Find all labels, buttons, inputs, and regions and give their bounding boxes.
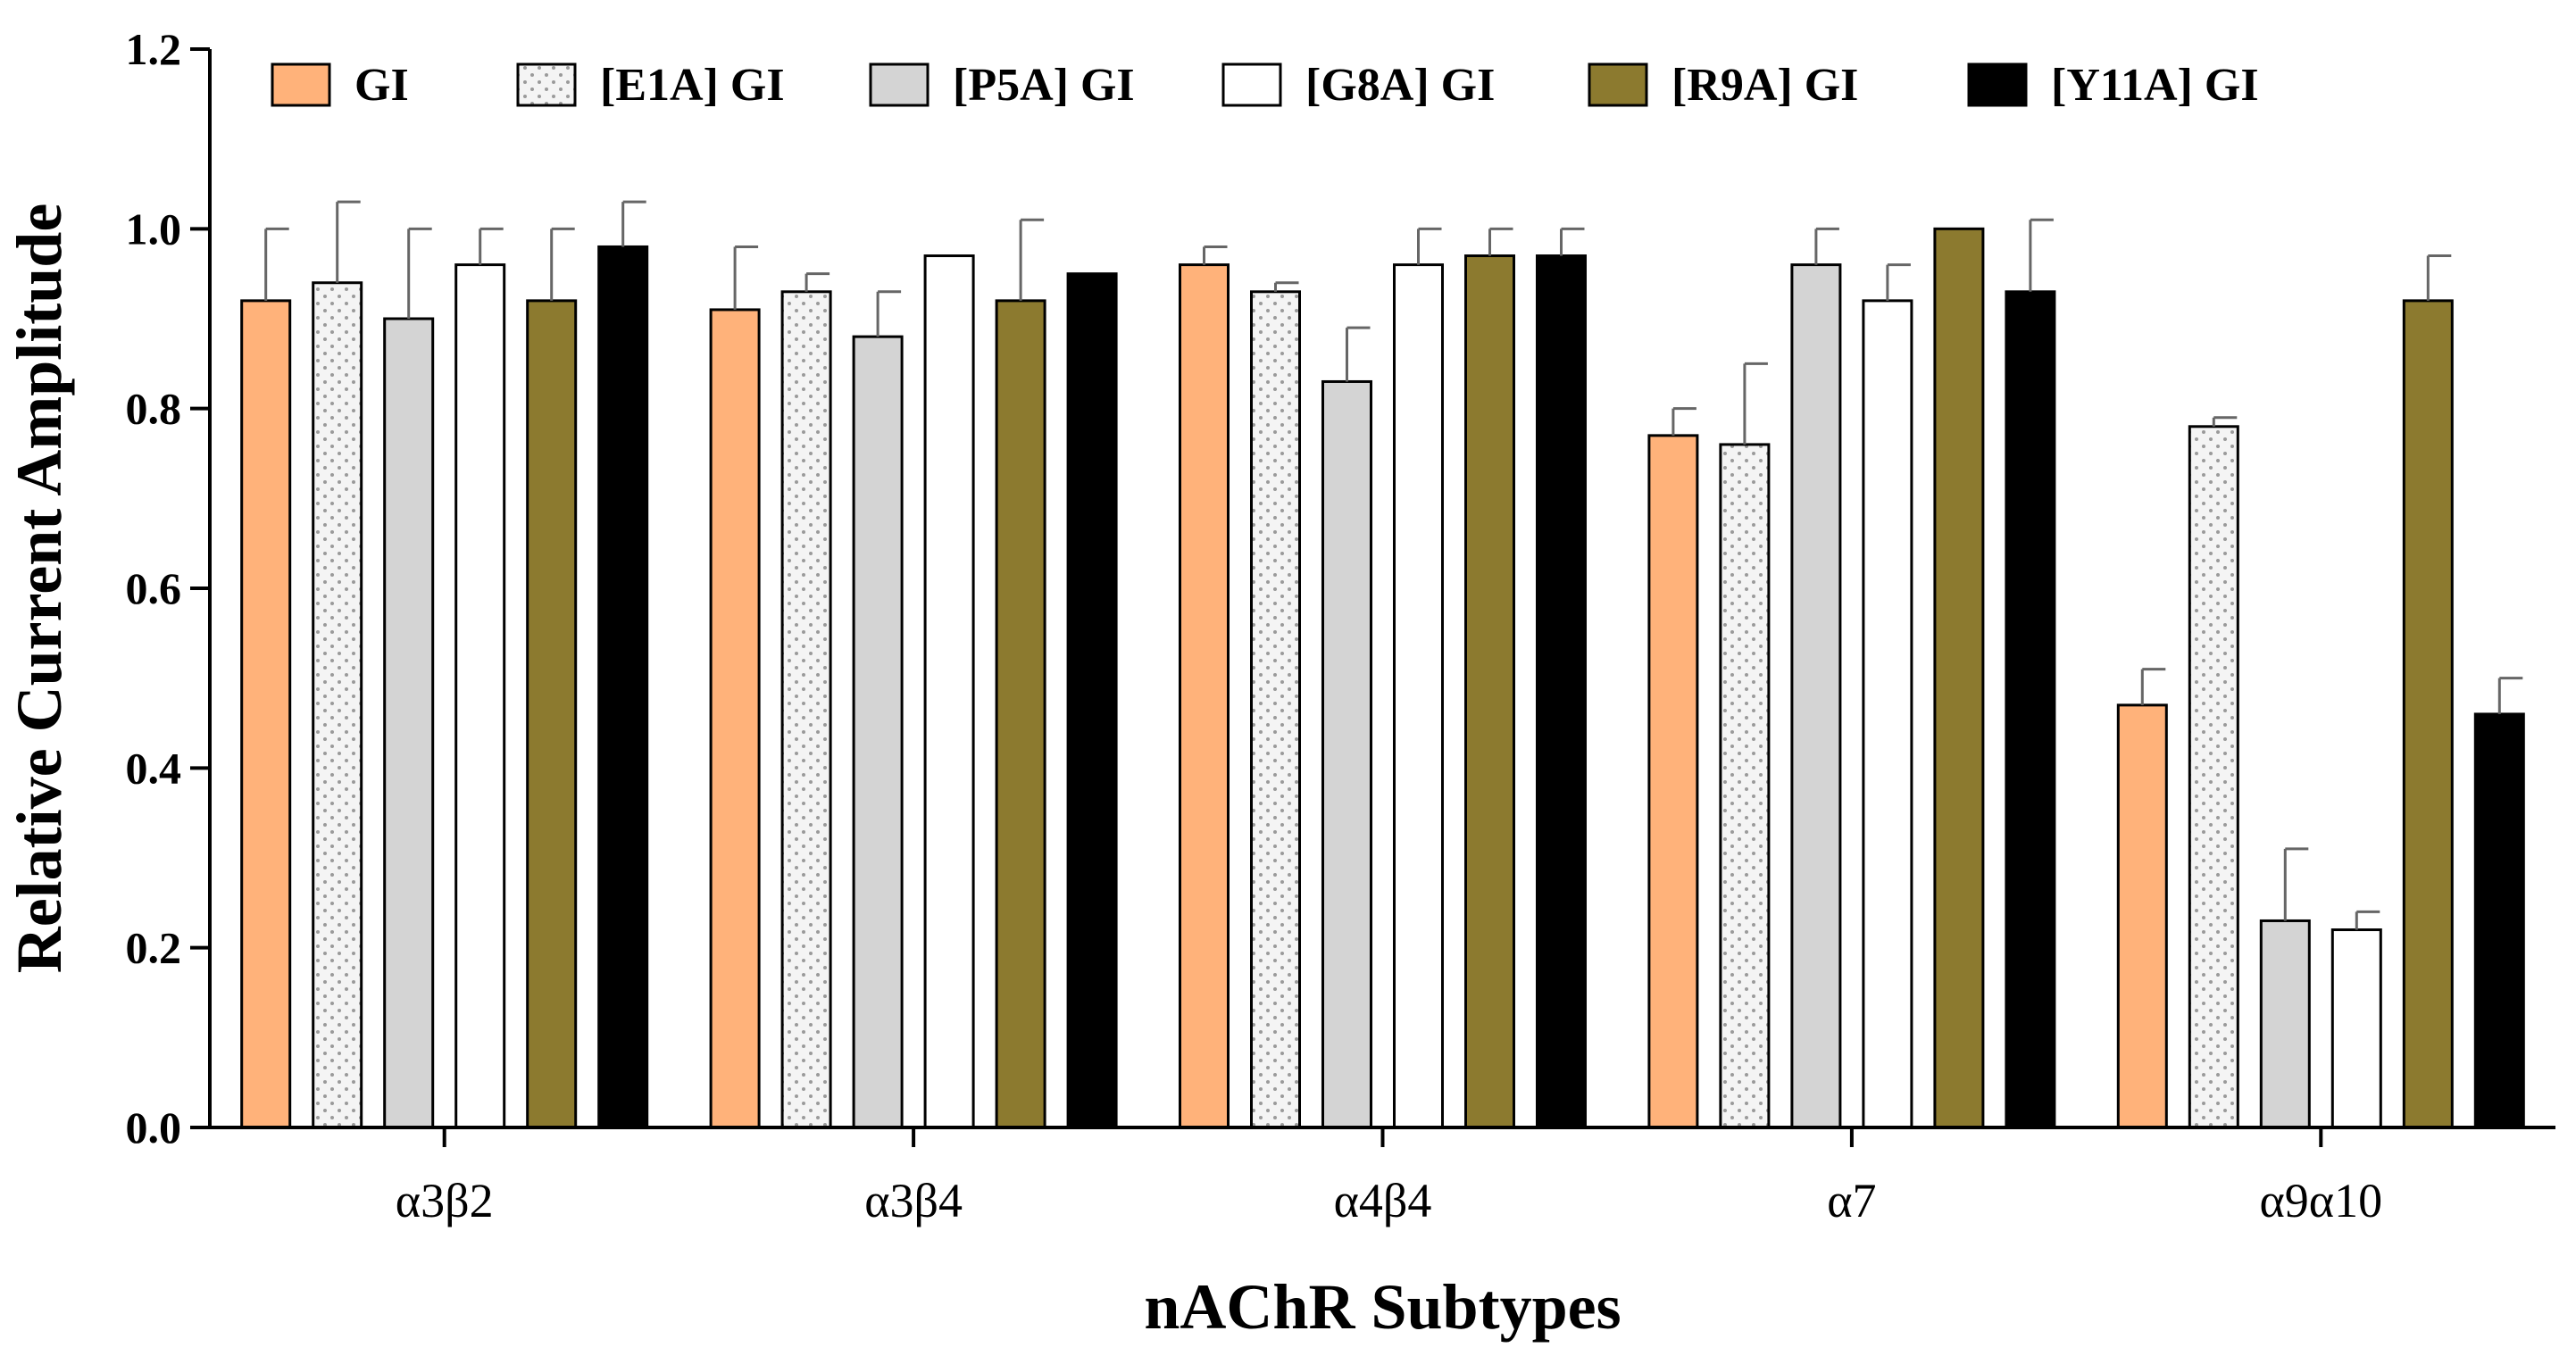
y-tick-label: 0.8 — [126, 384, 182, 434]
bar — [1790, 263, 1842, 1129]
y-tick-label: 0.4 — [126, 743, 182, 793]
bar — [1719, 443, 1771, 1129]
legend-swatch — [1588, 62, 1648, 107]
error-bar — [550, 227, 575, 301]
bar — [1250, 290, 1301, 1129]
bar — [1464, 254, 1515, 1129]
error-bar-group — [264, 200, 2523, 930]
bar — [1321, 379, 1372, 1129]
y-tick-label: 0.0 — [126, 1102, 182, 1152]
error-bar — [1743, 362, 1768, 445]
x-tick-label: α7 — [1827, 1174, 1876, 1227]
error-bar — [264, 227, 289, 301]
legend-label: [R9A] GI — [1671, 60, 1858, 111]
error-bar — [2283, 847, 2309, 921]
x-tick-label: α9α10 — [2260, 1174, 2383, 1227]
bar — [383, 317, 435, 1129]
bar — [780, 290, 832, 1129]
error-bar — [621, 200, 646, 247]
bar — [1393, 263, 1444, 1129]
bar — [526, 299, 578, 1129]
error-bar — [1488, 227, 1513, 256]
bar — [2330, 928, 2382, 1129]
error-bar — [1274, 281, 1299, 292]
bar — [709, 308, 761, 1129]
bar-group — [240, 227, 2525, 1129]
bar — [2259, 919, 2311, 1129]
bar — [852, 335, 904, 1129]
bar — [1933, 227, 1985, 1129]
bar — [597, 245, 649, 1129]
error-bar — [1346, 326, 1371, 382]
error-bar — [1814, 227, 1839, 265]
legend-label: [P5A] GI — [953, 60, 1135, 111]
error-bar — [1886, 263, 1911, 301]
error-bar — [2426, 254, 2452, 301]
y-ticks: 0.0 0.2 0.4 0.6 0.8 1.0 1.2 — [126, 24, 210, 1152]
bar — [2188, 425, 2239, 1129]
x-tick-label: α3β4 — [864, 1174, 963, 1227]
bar — [2402, 299, 2454, 1129]
error-bar — [1019, 218, 1045, 301]
error-bar — [2029, 218, 2054, 292]
bar — [2116, 703, 2168, 1129]
bar — [1179, 263, 1230, 1129]
error-bar — [1417, 227, 1442, 265]
legend-swatch — [271, 62, 331, 107]
error-bar — [876, 290, 902, 337]
error-bar — [733, 245, 759, 310]
bar — [454, 263, 506, 1129]
legend-label: [E1A] GI — [600, 60, 785, 111]
legend-swatch — [1967, 62, 2028, 107]
legend-label: [G8A] GI — [1305, 60, 1495, 111]
y-tick-label: 0.2 — [126, 923, 182, 973]
error-bar — [2497, 677, 2523, 714]
bar — [1862, 299, 1913, 1129]
error-bar — [407, 227, 432, 319]
x-tick-label: α4β4 — [1334, 1174, 1432, 1227]
bar — [1536, 254, 1587, 1129]
error-bar — [479, 227, 504, 265]
y-tick-label: 0.6 — [126, 563, 182, 613]
error-bar — [804, 272, 830, 292]
legend-label: [Y11A] GI — [2051, 60, 2259, 111]
legend-swatch — [1221, 62, 1282, 107]
bar — [923, 254, 975, 1129]
x-ticks: α3β2 α3β4 α4β4 α7 α9α10 — [396, 1127, 2382, 1227]
legend-label: GI — [354, 60, 409, 111]
error-bar — [336, 200, 361, 283]
x-tick-label: α3β2 — [396, 1174, 494, 1227]
legend-swatch — [869, 62, 930, 107]
bar — [995, 299, 1046, 1129]
error-bar — [2355, 910, 2380, 930]
bar — [2473, 712, 2525, 1129]
bar — [2005, 290, 2056, 1129]
bar — [1066, 272, 1118, 1129]
error-bar — [1203, 245, 1228, 265]
bar — [1647, 434, 1699, 1129]
bar — [312, 281, 363, 1129]
x-axis-title: nAChR Subtypes — [1144, 1271, 1621, 1343]
error-bar — [1671, 407, 1696, 436]
legend-swatch — [516, 62, 577, 107]
y-tick-label: 1.2 — [126, 24, 182, 74]
bar — [240, 299, 292, 1129]
legend: GI [E1A] GI [P5A] GI [G8A] GI [R9A] GI [Y11A]… — [271, 60, 2259, 111]
error-bar — [2140, 668, 2166, 705]
error-bar — [1560, 227, 1585, 256]
y-axis-title: Relative Current Amplitude — [4, 204, 75, 974]
y-tick-label: 1.0 — [126, 204, 182, 254]
error-bar — [2212, 416, 2238, 427]
